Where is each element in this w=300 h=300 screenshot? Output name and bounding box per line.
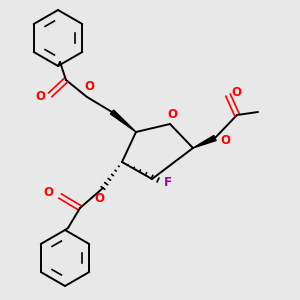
Text: O: O bbox=[167, 107, 177, 121]
Text: O: O bbox=[43, 185, 53, 199]
Text: O: O bbox=[231, 86, 241, 100]
Text: O: O bbox=[84, 80, 94, 94]
Polygon shape bbox=[193, 136, 216, 148]
Text: O: O bbox=[35, 91, 45, 103]
Text: O: O bbox=[220, 134, 230, 146]
Polygon shape bbox=[110, 110, 136, 132]
Text: F: F bbox=[164, 176, 172, 190]
Text: O: O bbox=[94, 191, 104, 205]
